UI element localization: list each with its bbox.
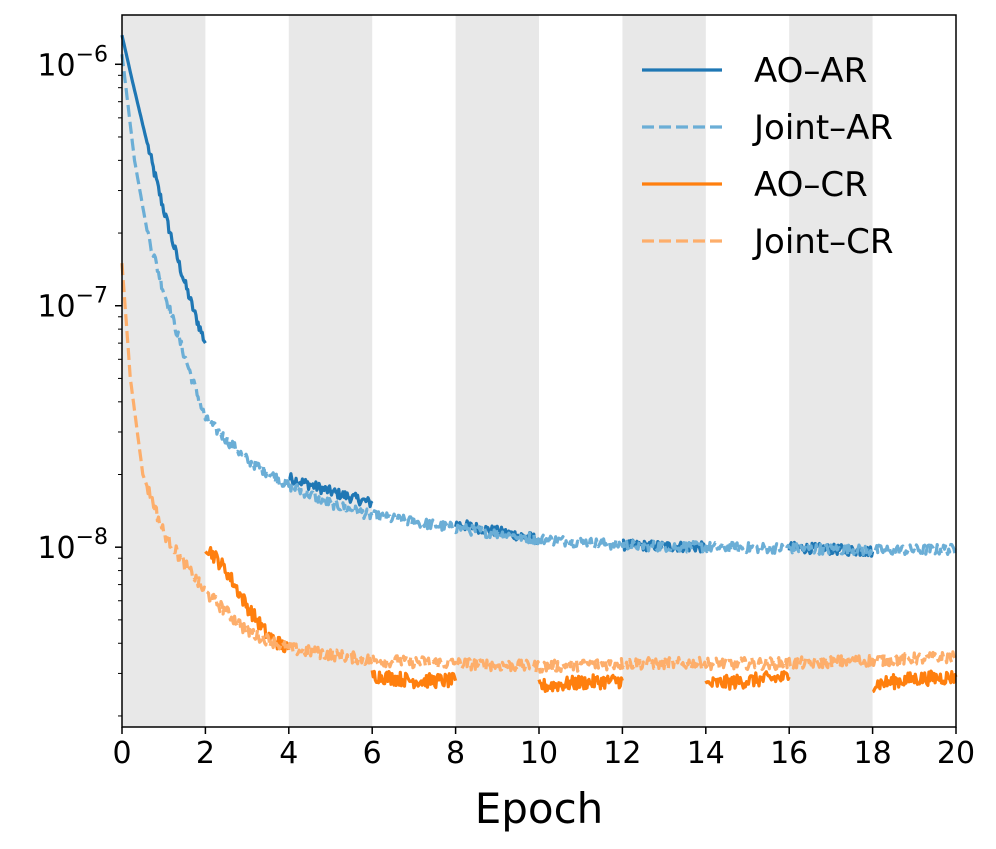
x-tick-label: 16 xyxy=(770,736,808,771)
series-Joint–CR xyxy=(120,263,958,674)
x-tick-label: 4 xyxy=(279,736,298,771)
series-line-segment xyxy=(288,472,374,509)
y-tick-label: 10−7 xyxy=(37,284,108,325)
x-tick-label: 18 xyxy=(854,736,892,771)
shaded-band xyxy=(288,15,373,727)
x-axis-title: Epoch xyxy=(475,784,604,833)
shaded-band xyxy=(622,15,706,727)
legend-label: Joint–AR xyxy=(752,108,893,148)
shaded-band xyxy=(789,15,873,727)
series-line-segment xyxy=(120,54,958,557)
x-tick-label: 12 xyxy=(603,736,641,771)
x-tick-label: 0 xyxy=(112,736,131,771)
x-tick-label: 20 xyxy=(937,736,975,771)
series-line-segment xyxy=(370,669,458,690)
shaded-band xyxy=(122,15,206,727)
y-axis-ticks: 10−6 10−7 10−8 xyxy=(37,42,122,566)
x-tick-label: 10 xyxy=(520,736,558,771)
series-line-segment xyxy=(871,669,958,694)
series-Joint–AR xyxy=(120,54,958,557)
x-axis-ticks: 0 2 4 6 8 10 12 14 16 18 20 xyxy=(112,727,975,771)
x-tick-label: 2 xyxy=(196,736,215,771)
x-tick-label: 14 xyxy=(687,736,725,771)
series-line-segment xyxy=(204,545,291,654)
series-line-segment xyxy=(704,670,791,691)
series-lines xyxy=(120,34,958,694)
legend-label: AO–CR xyxy=(754,165,868,205)
legend: AO–AR Joint–AR AO–CR Joint–CR xyxy=(642,51,894,262)
shaded-band xyxy=(455,15,539,727)
legend-label: AO–AR xyxy=(754,51,867,91)
y-tick-label: 10−6 xyxy=(37,42,108,83)
x-tick-label: 6 xyxy=(363,736,382,771)
series-line-segment xyxy=(120,263,958,674)
x-tick-label: 8 xyxy=(446,736,465,771)
shaded-epoch-bands xyxy=(122,15,873,727)
series-line-segment xyxy=(120,34,207,344)
legend-label: Joint–CR xyxy=(752,222,894,262)
y-tick-label: 10−8 xyxy=(37,525,108,566)
series-line-segment xyxy=(537,673,624,694)
